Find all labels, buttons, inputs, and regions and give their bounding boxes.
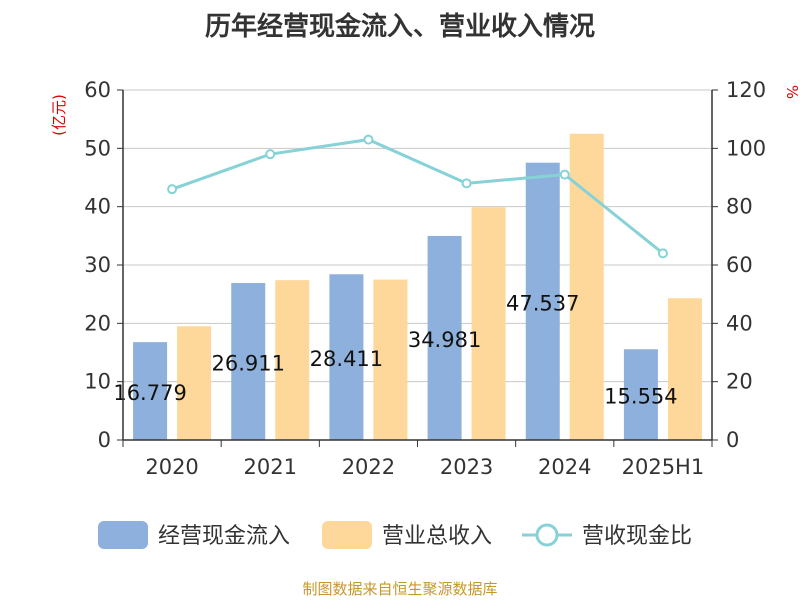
legend-item[interactable]: 经营现金流入 — [98, 521, 290, 549]
bar — [427, 235, 462, 440]
data-label: 47.537 — [506, 291, 579, 315]
left-tick-label: 40 — [84, 195, 111, 219]
right-tick-label: 60 — [726, 253, 753, 277]
bar — [623, 349, 658, 440]
data-label: 28.411 — [310, 347, 383, 371]
x-tick-label: 2025H1 — [622, 455, 705, 479]
data-labels: 16.779 26.911 28.411 34.981 47.537 15.554 — [113, 291, 677, 408]
data-label: 26.911 — [212, 352, 285, 376]
right-tick-label: 0 — [726, 428, 739, 452]
legend-swatch — [98, 521, 148, 549]
legend-item[interactable]: 营业总收入 — [322, 521, 492, 549]
bar — [471, 207, 506, 440]
data-label: 34.981 — [408, 328, 481, 352]
line-point — [461, 178, 472, 189]
bar — [525, 162, 560, 440]
left-tick-label: 20 — [84, 311, 111, 335]
legend-label: 营业总收入 — [382, 524, 492, 549]
left-tick-label: 50 — [84, 136, 111, 160]
x-tick-label: 2020 — [145, 455, 198, 479]
bar — [667, 298, 702, 440]
bar — [569, 133, 604, 440]
bar — [231, 283, 266, 440]
left-tick-label: 0 — [98, 428, 111, 452]
bar — [329, 274, 364, 440]
right-tick-label: 80 — [726, 195, 753, 219]
legend-label: 经营现金流入 — [158, 524, 290, 549]
grid-lines — [123, 89, 712, 383]
left-tick-label: 10 — [84, 370, 111, 394]
data-label: 15.554 — [604, 385, 677, 409]
right-tick-label: 20 — [726, 370, 753, 394]
line-point — [559, 169, 570, 180]
line-point — [657, 248, 668, 259]
x-tick-label: 2021 — [244, 455, 297, 479]
legend-label: 营收现金比 — [582, 524, 692, 549]
bar — [275, 280, 310, 440]
bar — [373, 279, 408, 440]
chart-title: 历年经营现金流入、营业收入情况 — [204, 12, 595, 42]
legend-marker — [535, 523, 559, 547]
right-tick-label: 120 — [726, 78, 766, 102]
left-axis-unit: (亿元) — [50, 94, 68, 136]
line-point — [363, 134, 374, 145]
axes: 0 10 20 30 40 50 60 0 20 40 60 80 100 120 2020 2021 2022… — [50, 78, 800, 479]
legend-item[interactable]: 营收现金比 — [522, 523, 692, 549]
right-axis-unit: % — [783, 85, 800, 99]
line-path — [171, 138, 664, 255]
bar — [177, 326, 212, 440]
right-tick-label: 100 — [726, 136, 766, 160]
source-note: 制图数据来自恒生聚源数据库 — [302, 580, 498, 598]
left-tick-label: 30 — [84, 253, 111, 277]
x-tick-label: 2024 — [538, 455, 591, 479]
line-point — [167, 184, 178, 195]
legend[interactable]: 经营现金流入 营业总收入 营收现金比 — [98, 521, 692, 549]
bar-series — [133, 133, 702, 440]
line-point — [265, 149, 276, 160]
x-tick-label: 2023 — [440, 455, 493, 479]
line-series — [167, 134, 668, 259]
left-tick-label: 60 — [84, 78, 111, 102]
legend-swatch — [322, 521, 372, 549]
data-label: 16.779 — [113, 381, 186, 405]
bar — [133, 342, 168, 440]
right-tick-label: 40 — [726, 311, 753, 335]
x-tick-label: 2022 — [342, 455, 395, 479]
